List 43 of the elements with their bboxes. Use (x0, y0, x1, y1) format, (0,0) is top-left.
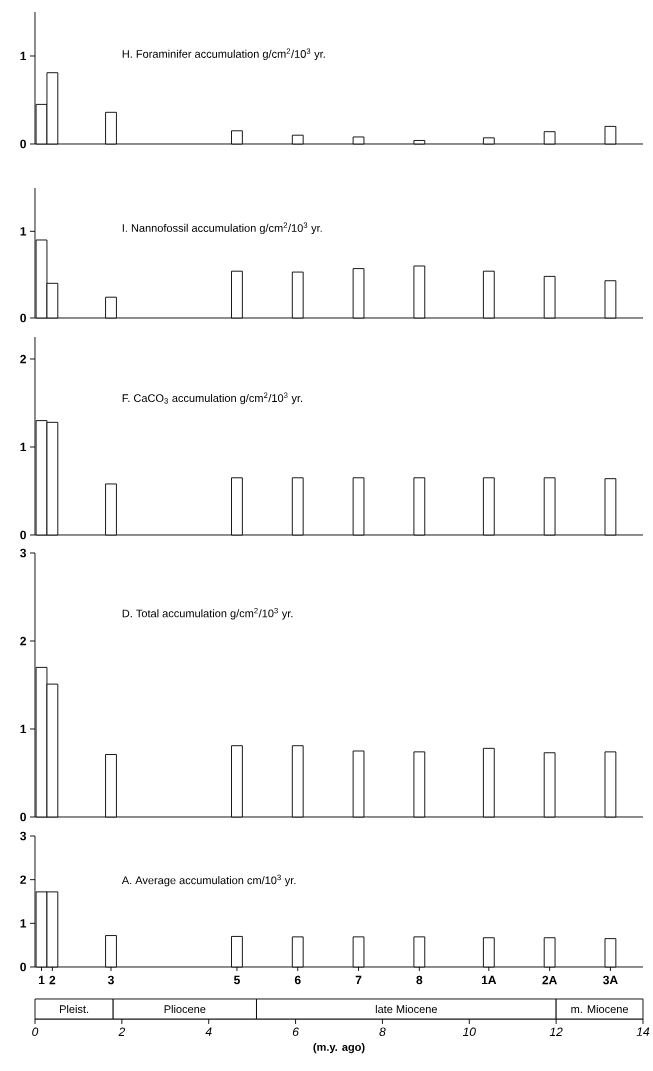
y-tick-label: 0 (20, 530, 26, 540)
text: 3 (107, 975, 114, 985)
series-label: late Miocene (375, 1004, 437, 1014)
y-tick-label: 0 (20, 139, 26, 149)
y-tick-label: 0 (20, 313, 26, 323)
y-tick-label: 1 (20, 724, 27, 734)
series-label: Pliocene (164, 1004, 206, 1014)
text: 2 (49, 975, 56, 985)
text: H. Foraminifer accumulation g/cm$^{2}$/10$^{3}$ yr. (122, 48, 325, 61)
y-tick-label: 1 (20, 442, 27, 452)
text: 5 (233, 975, 240, 985)
x-tick-label: 2 (118, 1027, 126, 1036)
text: 6 (294, 975, 301, 985)
y-tick-label: 2 (20, 875, 26, 884)
text: 1 (38, 975, 45, 985)
text: A. Average accumulation cm/10$^{3}$ yr. (121, 874, 296, 887)
x-tick-label: 12 (549, 1027, 563, 1036)
x-tick-label: 4 (205, 1027, 212, 1036)
text: 8 (416, 975, 423, 985)
text: F. CaCO$_{3}$ accumulation g/cm$^{2}$/10$^{3}$ yr. (122, 392, 303, 405)
y-tick-label: 0 (20, 812, 26, 822)
text: D. Total accumulation g/cm$^{2}$/10$^{3}$ yr. (122, 607, 293, 620)
y-tick-label: 0 (20, 962, 26, 972)
y-tick-label: 1 (20, 227, 27, 236)
text: 3A (603, 975, 618, 985)
series-label: m. Miocene (571, 1004, 629, 1014)
x-tick-label: 0 (32, 1027, 39, 1037)
y-tick-label: 1 (20, 919, 27, 928)
y-tick-label: 1 (20, 51, 27, 61)
y-tick-label: 3 (20, 548, 27, 558)
text: 1A (481, 975, 497, 985)
text: I. Nannofossil accumulation g/cm$^{2}$/10$^{3}$ yr. (122, 222, 322, 235)
x-tick-label: 14 (636, 1027, 650, 1036)
x-axis-title: (m.y. ago) (313, 1042, 365, 1054)
text: 7 (355, 975, 362, 985)
series-label: Pleist. (60, 1004, 89, 1014)
x-tick-label: 8 (379, 1027, 386, 1037)
text: 2A (542, 975, 557, 985)
y-tick-label: 2 (20, 354, 26, 364)
x-tick-label: 10 (462, 1027, 476, 1037)
y-tick-label: 3 (20, 831, 27, 841)
x-tick-label: 6 (292, 1027, 299, 1037)
y-tick-label: 2 (20, 636, 26, 646)
